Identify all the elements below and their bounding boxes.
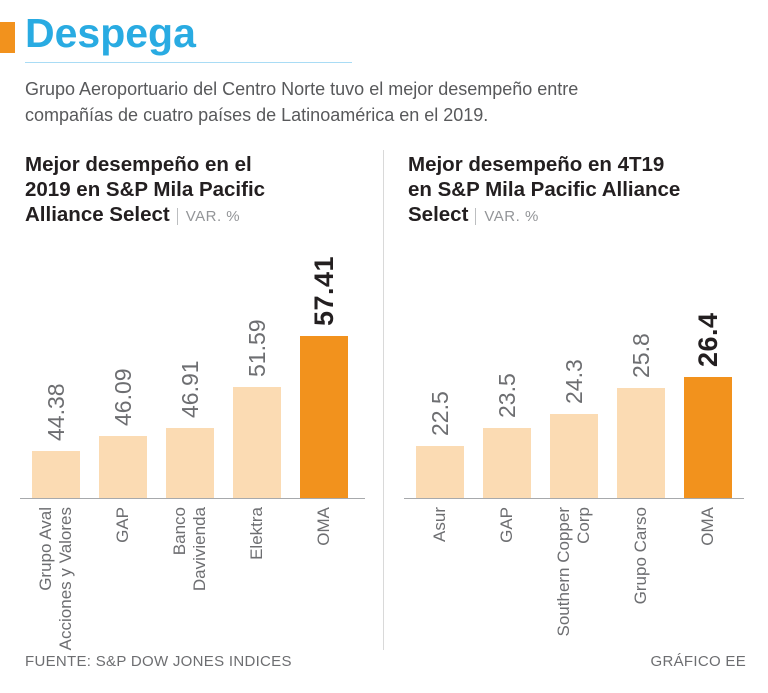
chart-panel-2019: Mejor desempeño en el 2019 en S&P Mila P… [0,145,384,655]
bar [99,435,147,498]
bar-value-label: 46.91 [176,360,203,419]
bar [617,387,665,498]
bar-value-label: 23.5 [493,373,520,418]
bar-value-label: 25.8 [627,332,654,378]
var-percent-label: VAR. % [475,208,539,225]
bar-value-label: 26.4 [692,312,723,368]
subtitle: Grupo Aeroportuario del Centro Norte tuv… [25,79,579,125]
bar-category-label: Banco Davivienda [170,507,209,592]
bar-value-label: 46.09 [109,368,136,426]
bar-chart-2019: 44.38 Grupo Aval Acciones y Valores 46.09 G… [20,245,365,650]
page-title: Despega [25,10,196,56]
bar-category-label: GAP [113,507,132,543]
footer-credit: GRÁFICO EE [650,653,746,670]
bar-category-label: Asur [430,507,449,542]
bar [416,445,464,498]
bar [233,387,281,498]
chart-title-text: Mejor desempeño en el 2019 en S&P Mila P… [25,153,266,226]
bar-category-label: Grupo Carso [631,507,650,605]
bar [483,428,531,498]
bar-value-label: 44.38 [42,383,69,441]
bar-category-label: Grupo Aval Acciones y Valores [36,507,75,651]
bar-value-label: 22.5 [426,390,453,436]
brand-square [0,22,15,53]
bar-chart-4t19: 22.5 Asur 23.5 GAP 24.3 Southern Copper Corp 2… [404,245,744,636]
chart-panel-4t19: Mejor desempeño en 4T19 en S&P Mila Paci… [384,145,768,655]
var-percent-label: VAR. % [176,208,241,225]
bar-category-label: OMA [698,507,717,546]
footer-source: FUENTE: S&P DOW JONES INDICES [25,653,292,670]
title-underline [25,62,352,63]
chart-title-4t19: Mejor desempeño en 4T19 en S&P Mila Paci… [384,145,768,229]
chart-title-text: Mejor desempeño en 4T19 en S&P Mila Paci… [408,153,681,226]
bar-category-label: OMA [314,507,333,546]
bar-value-label: 51.59 [243,319,270,378]
bar-value-label: 57.41 [308,255,339,326]
panel-divider [383,150,384,650]
bar [684,377,732,498]
bar-value-label: 24.3 [560,359,587,404]
bar [300,336,348,498]
bar [550,414,598,498]
bar-category-label: Elektra [247,507,266,560]
bar-category-label: Southern Copper Corp [554,507,593,637]
bar [166,428,214,498]
bar [32,450,80,498]
bar-category-label: GAP [497,507,516,543]
chart-title-2019: Mejor desempeño en el 2019 en S&P Mila P… [0,145,384,229]
